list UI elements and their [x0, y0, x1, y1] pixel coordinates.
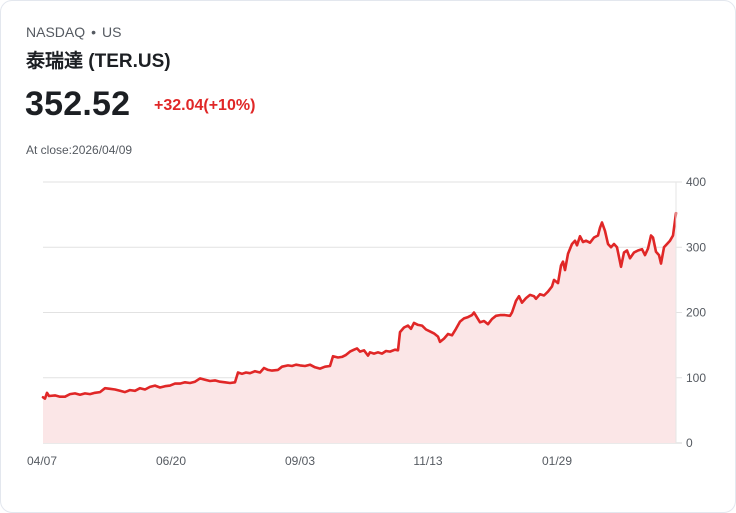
- price-change: +32.04(+10%): [154, 97, 256, 114]
- x-tick-label: 09/03: [285, 454, 315, 468]
- price-area-fill: [43, 213, 676, 443]
- x-tick-label: 04/07: [27, 454, 57, 468]
- y-tick-label: 200: [686, 306, 706, 320]
- x-tick-label: 06/20: [156, 454, 186, 468]
- y-tick-label: 0: [686, 436, 693, 450]
- y-axis-labels: 0 100 200 300 400: [686, 175, 706, 450]
- x-tick-label: 01/29: [542, 454, 572, 468]
- stock-price: 352.52: [25, 85, 131, 123]
- y-tick-label: 400: [686, 175, 706, 189]
- stock-title: 泰瑞達 (TER.US): [26, 51, 171, 72]
- exchange-name: NASDAQ: [26, 24, 86, 40]
- exchange-line: NASDAQ • US: [26, 24, 121, 40]
- price-line: [41, 211, 678, 400]
- separator-dot: •: [91, 24, 97, 40]
- market-name: US: [102, 24, 122, 40]
- close-timestamp: At close:2026/04/09: [26, 143, 133, 157]
- y-tick-label: 100: [686, 371, 706, 385]
- y-tick-label: 300: [686, 240, 706, 254]
- x-axis-labels: 04/07 06/20 09/03 11/13 01/29: [27, 454, 572, 468]
- x-tick-label: 11/13: [413, 454, 442, 468]
